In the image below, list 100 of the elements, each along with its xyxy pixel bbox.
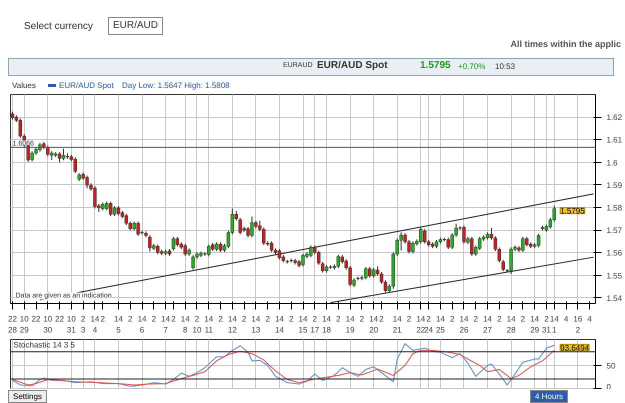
candlestick (183, 243, 187, 256)
x-tick-label: 14 12 (228, 314, 238, 334)
x-tick-label: 14 19 (346, 314, 356, 334)
x-tick-label: 14 15 (298, 314, 308, 334)
x-tick-label: 14 14 (274, 314, 284, 334)
x-tick-label: 14 7 (161, 314, 171, 334)
x-tick-label: 14 5 (114, 314, 124, 334)
text: Select currency (24, 20, 93, 34)
candlestick (156, 244, 160, 255)
x-tick-label: 14 28 (506, 314, 516, 334)
candlestick (116, 206, 120, 216)
x-tick-label: 22 (32, 314, 42, 324)
x-tick-label: 2 (379, 314, 384, 324)
y-tick-label: 1.6 (606, 158, 618, 168)
candlestick (191, 254, 195, 270)
candlestick (364, 266, 368, 280)
candlestick (176, 236, 180, 248)
candlestick (372, 268, 376, 278)
candlestick (136, 220, 140, 236)
annotation: 1.5795 (560, 206, 586, 216)
x-tick-label: 14 4 (90, 314, 100, 334)
text: Values (12, 80, 36, 92)
x-tick-label: 4 (564, 314, 569, 324)
candlestick (207, 244, 210, 257)
candlestick (368, 266, 372, 278)
candlestick (301, 253, 305, 267)
line-series (12, 343, 555, 387)
x-tick-label: 2 (265, 314, 270, 324)
candlestick (309, 244, 313, 258)
y-tick-label: 1.56 (606, 248, 623, 258)
candlestick (74, 156, 78, 174)
candlestick (470, 236, 474, 256)
x-tick-label: 2 (171, 314, 176, 324)
candlestick (399, 232, 403, 251)
candlestick (419, 227, 423, 244)
candlestick (58, 152, 62, 163)
x-tick-label: 14 25 (436, 314, 446, 334)
candlestick (536, 233, 540, 248)
x-tick-label: 14 29 (530, 314, 540, 334)
x-tick-label: 2 (520, 314, 526, 324)
candlestick (278, 248, 282, 260)
x-tick-label: 10 30 (43, 314, 53, 334)
x-tick-label: 14 20 (369, 314, 379, 334)
x-tick-label: 10 29 (20, 314, 30, 334)
candlestick (250, 216, 254, 238)
candlestick (218, 242, 222, 252)
x-tick-label: 2 (242, 314, 247, 324)
x-tick-label: 2 31 (542, 314, 552, 334)
x-tick-label: 2 17 (310, 314, 320, 334)
x-tick-label: 14 22 (416, 314, 426, 334)
y-tick-label: 1.59 (606, 180, 623, 190)
x-tick-label: 2 (497, 314, 502, 324)
candlestick (521, 236, 525, 252)
y-tick-label: 1.57 (606, 226, 623, 236)
candlestick (462, 225, 466, 244)
x-tick-label: 10 31 (66, 314, 76, 334)
x-tick-label: 2 (152, 314, 157, 324)
x-tick-label: 14 13 (251, 314, 261, 334)
x-tick-label: 2 (218, 314, 224, 324)
candlestick (509, 246, 513, 275)
candlestick (93, 186, 97, 209)
x-tick-label: 2 24 (424, 314, 434, 334)
candlestick (85, 175, 89, 189)
y-tick-label: 1.61 (606, 136, 623, 145)
x-tick-label: 16 2 (573, 314, 583, 334)
y-tick-label: 1.54 (606, 294, 623, 303)
x-tick-label: 2 (474, 314, 479, 324)
x-tick-label: 2 (288, 314, 294, 324)
y-tick-label: 50 (606, 361, 616, 370)
line-series (12, 350, 555, 386)
x-tick-label: 4 (587, 314, 592, 324)
candlestick (270, 240, 274, 252)
candlestick (62, 148, 66, 161)
candlestick (108, 201, 112, 217)
x-tick-label: 2 (450, 314, 455, 324)
candlestick (525, 236, 529, 248)
candlestick (336, 254, 340, 269)
text: 10:53 (495, 61, 516, 72)
chart-title: Stochastic 14 3 5 (14, 340, 76, 350)
y-tick-label: 1.62 (606, 113, 623, 122)
candlestick (148, 234, 152, 252)
x-tick-label: 2 3 (80, 314, 86, 334)
x-tick-label: 14 26 (460, 314, 469, 334)
x-tick-label: 22 (55, 314, 65, 324)
text: 4 Hours (530, 390, 568, 403)
text: Settings (8, 390, 47, 403)
candlestick (132, 220, 136, 232)
x-tick-label: 14 27 (483, 314, 493, 334)
x-tick-label: 14 6 (138, 314, 148, 334)
candlestick (246, 226, 250, 238)
candlestick (422, 228, 426, 244)
x-tick-label: 22 28 (8, 314, 18, 334)
candlestick (112, 206, 116, 217)
y-tick-label: 1.58 (606, 203, 623, 212)
text: EUR/AUD (108, 17, 164, 36)
candlestick (411, 240, 415, 254)
text: 1.5795 (420, 59, 451, 73)
annotation: 93.6494 (560, 343, 590, 352)
text: +0.70% (458, 61, 486, 72)
x-tick-label: 2 (336, 314, 342, 324)
